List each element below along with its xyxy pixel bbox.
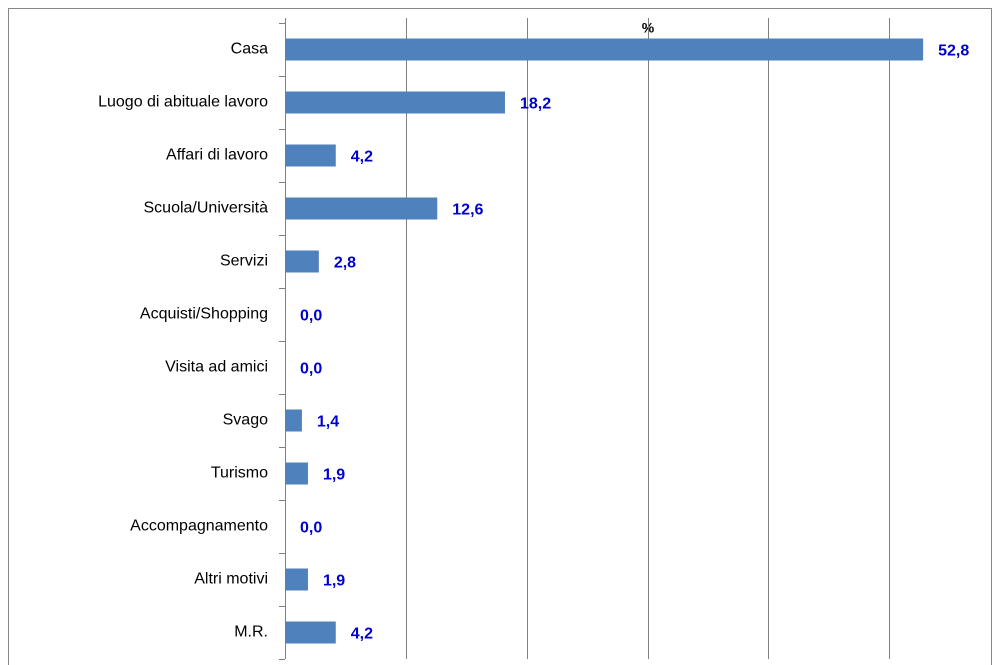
y-tick-label: Altri motivi xyxy=(194,571,268,588)
bar xyxy=(285,250,319,273)
y-tick-label: Svago xyxy=(223,412,268,429)
chart-frame xyxy=(8,8,992,665)
value-label: 4,2 xyxy=(351,626,373,643)
y-tick-label: Acquisti/Shopping xyxy=(140,306,268,323)
value-label: 1,9 xyxy=(323,573,345,590)
bar xyxy=(285,568,308,591)
y-tick-label: Affari di lavoro xyxy=(166,147,268,164)
bar xyxy=(285,91,505,114)
value-label: 0,0 xyxy=(300,520,322,537)
y-tick-label: Luogo di abituale lavoro xyxy=(98,94,268,111)
y-tick-label: Scuola/Università xyxy=(144,200,269,217)
value-label: 2,8 xyxy=(334,255,356,272)
bar xyxy=(285,462,308,485)
value-label: 4,2 xyxy=(351,149,373,166)
bar xyxy=(285,621,336,644)
value-label: 1,4 xyxy=(317,414,339,431)
value-label: 1,9 xyxy=(323,467,345,484)
value-label: 0,0 xyxy=(300,308,322,325)
y-tick-label: Accompagnamento xyxy=(130,518,268,535)
y-tick-label: Casa xyxy=(231,41,268,58)
y-tick-label: Servizi xyxy=(220,253,268,270)
value-label: 52,8 xyxy=(938,43,969,60)
y-tick-label: Visita ad amici xyxy=(165,359,268,376)
bar xyxy=(285,197,438,220)
bar xyxy=(285,144,336,167)
value-label: 0,0 xyxy=(300,361,322,378)
value-label: 12,6 xyxy=(452,202,483,219)
bar xyxy=(285,409,302,432)
value-label: 18,2 xyxy=(520,96,551,113)
bar xyxy=(285,38,924,61)
y-tick-label: M.R. xyxy=(234,624,268,641)
y-tick-label: Turismo xyxy=(211,465,268,482)
